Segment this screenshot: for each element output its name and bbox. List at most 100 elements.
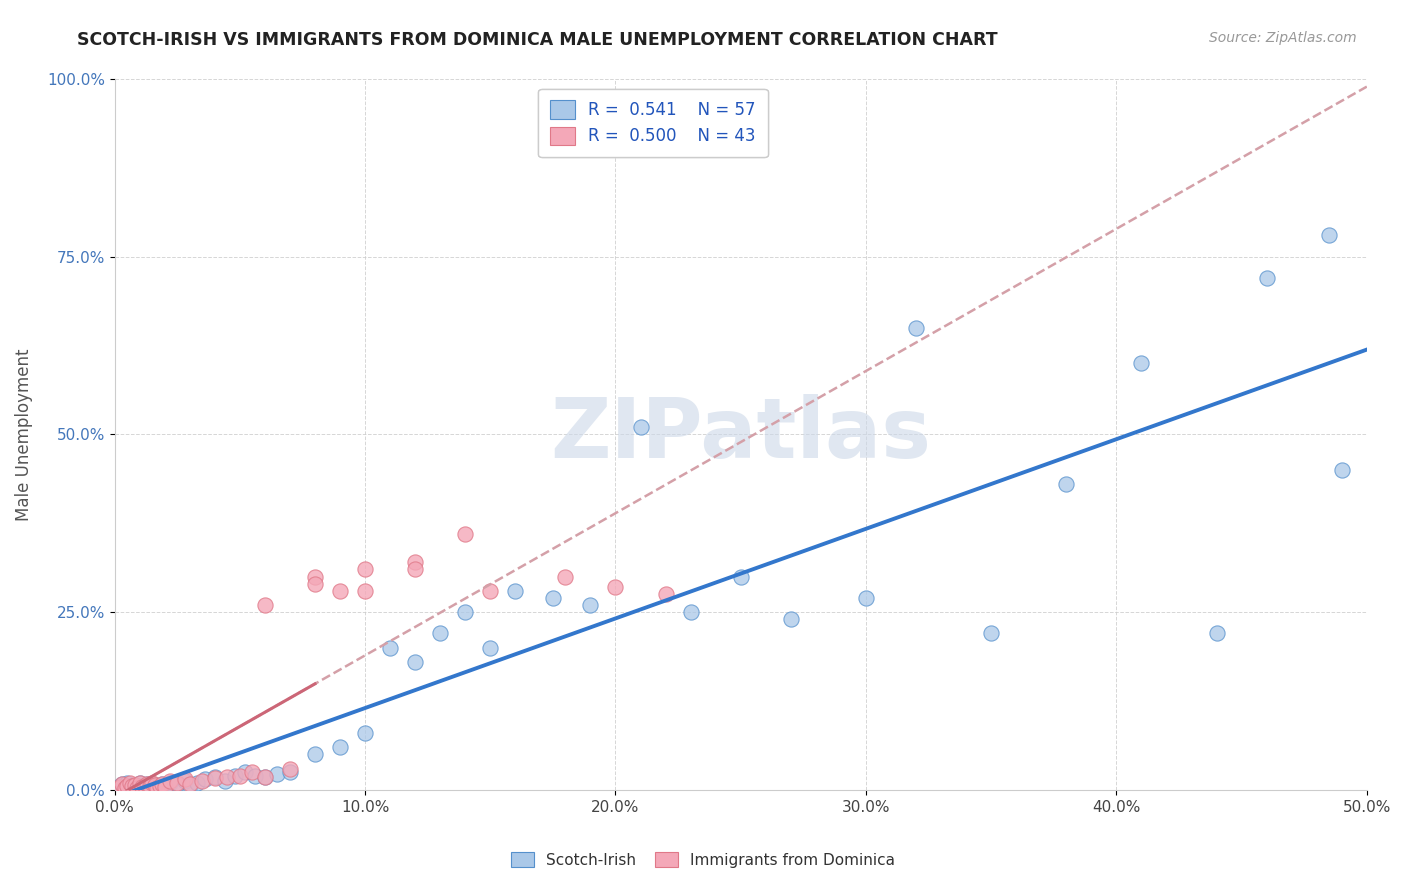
Point — [354, 562, 377, 576]
Point — [855, 591, 877, 605]
Point — [304, 569, 326, 583]
Point — [114, 780, 136, 795]
Point — [136, 777, 159, 791]
Point — [179, 779, 201, 793]
Point — [136, 777, 159, 791]
Point — [1256, 271, 1278, 285]
Point — [278, 765, 301, 780]
Point — [253, 770, 276, 784]
Point — [224, 769, 246, 783]
Point — [191, 774, 214, 789]
Y-axis label: Male Unemployment: Male Unemployment — [15, 348, 32, 521]
Point — [121, 780, 143, 794]
Point — [131, 779, 153, 793]
Point — [134, 779, 156, 793]
Point — [304, 576, 326, 591]
Point — [354, 726, 377, 740]
Point — [654, 587, 676, 601]
Point — [579, 598, 602, 612]
Point — [404, 555, 426, 569]
Point — [454, 527, 477, 541]
Point — [204, 772, 226, 786]
Legend: Scotch-Irish, Immigrants from Dominica: Scotch-Irish, Immigrants from Dominica — [505, 846, 901, 873]
Point — [354, 583, 377, 598]
Point — [124, 778, 146, 792]
Point — [150, 777, 173, 791]
Point — [479, 583, 502, 598]
Point — [329, 740, 352, 755]
Point — [204, 770, 226, 784]
Point — [404, 562, 426, 576]
Point — [554, 569, 576, 583]
Point — [1205, 626, 1227, 640]
Legend: R =  0.541    N = 57, R =  0.500    N = 43: R = 0.541 N = 57, R = 0.500 N = 43 — [538, 88, 768, 157]
Point — [378, 640, 401, 655]
Point — [186, 775, 208, 789]
Point — [149, 779, 172, 793]
Point — [217, 770, 239, 784]
Point — [454, 605, 477, 619]
Point — [108, 779, 131, 793]
Point — [404, 655, 426, 669]
Point — [1130, 356, 1153, 370]
Point — [1317, 228, 1340, 243]
Point — [131, 780, 153, 794]
Point — [253, 770, 276, 784]
Point — [429, 626, 451, 640]
Point — [266, 767, 288, 781]
Point — [779, 612, 801, 626]
Point — [141, 780, 163, 794]
Point — [143, 778, 166, 792]
Point — [173, 772, 195, 787]
Point — [505, 583, 527, 598]
Point — [128, 776, 150, 790]
Text: ZIPatlas: ZIPatlas — [550, 394, 931, 475]
Point — [118, 775, 141, 789]
Point — [253, 598, 276, 612]
Point — [479, 640, 502, 655]
Point — [166, 777, 188, 791]
Point — [679, 605, 702, 619]
Point — [149, 779, 172, 793]
Point — [278, 762, 301, 776]
Point — [108, 780, 131, 794]
Point — [138, 779, 160, 793]
Text: Source: ZipAtlas.com: Source: ZipAtlas.com — [1209, 31, 1357, 45]
Point — [150, 777, 173, 791]
Point — [141, 775, 163, 789]
Point — [304, 747, 326, 762]
Point — [233, 765, 256, 780]
Point — [146, 780, 169, 795]
Point — [541, 591, 564, 605]
Point — [1330, 463, 1353, 477]
Point — [121, 779, 143, 793]
Point — [1054, 477, 1077, 491]
Point — [124, 778, 146, 792]
Point — [111, 777, 134, 791]
Point — [118, 779, 141, 793]
Point — [153, 779, 176, 793]
Point — [134, 780, 156, 795]
Point — [127, 781, 149, 796]
Text: SCOTCH-IRISH VS IMMIGRANTS FROM DOMINICA MALE UNEMPLOYMENT CORRELATION CHART: SCOTCH-IRISH VS IMMIGRANTS FROM DOMINICA… — [77, 31, 998, 49]
Point — [730, 569, 752, 583]
Point — [980, 626, 1002, 640]
Point — [173, 774, 195, 789]
Point — [905, 320, 928, 334]
Point — [329, 583, 352, 598]
Point — [159, 774, 181, 789]
Point — [194, 772, 217, 787]
Point — [243, 769, 266, 783]
Point — [146, 780, 169, 795]
Point — [153, 780, 176, 794]
Point — [115, 775, 138, 789]
Point — [115, 779, 138, 793]
Point — [179, 777, 201, 791]
Point — [138, 779, 160, 793]
Point — [166, 775, 188, 789]
Point — [111, 777, 134, 791]
Point — [605, 580, 627, 594]
Point — [128, 776, 150, 790]
Point — [143, 778, 166, 792]
Point — [214, 774, 236, 789]
